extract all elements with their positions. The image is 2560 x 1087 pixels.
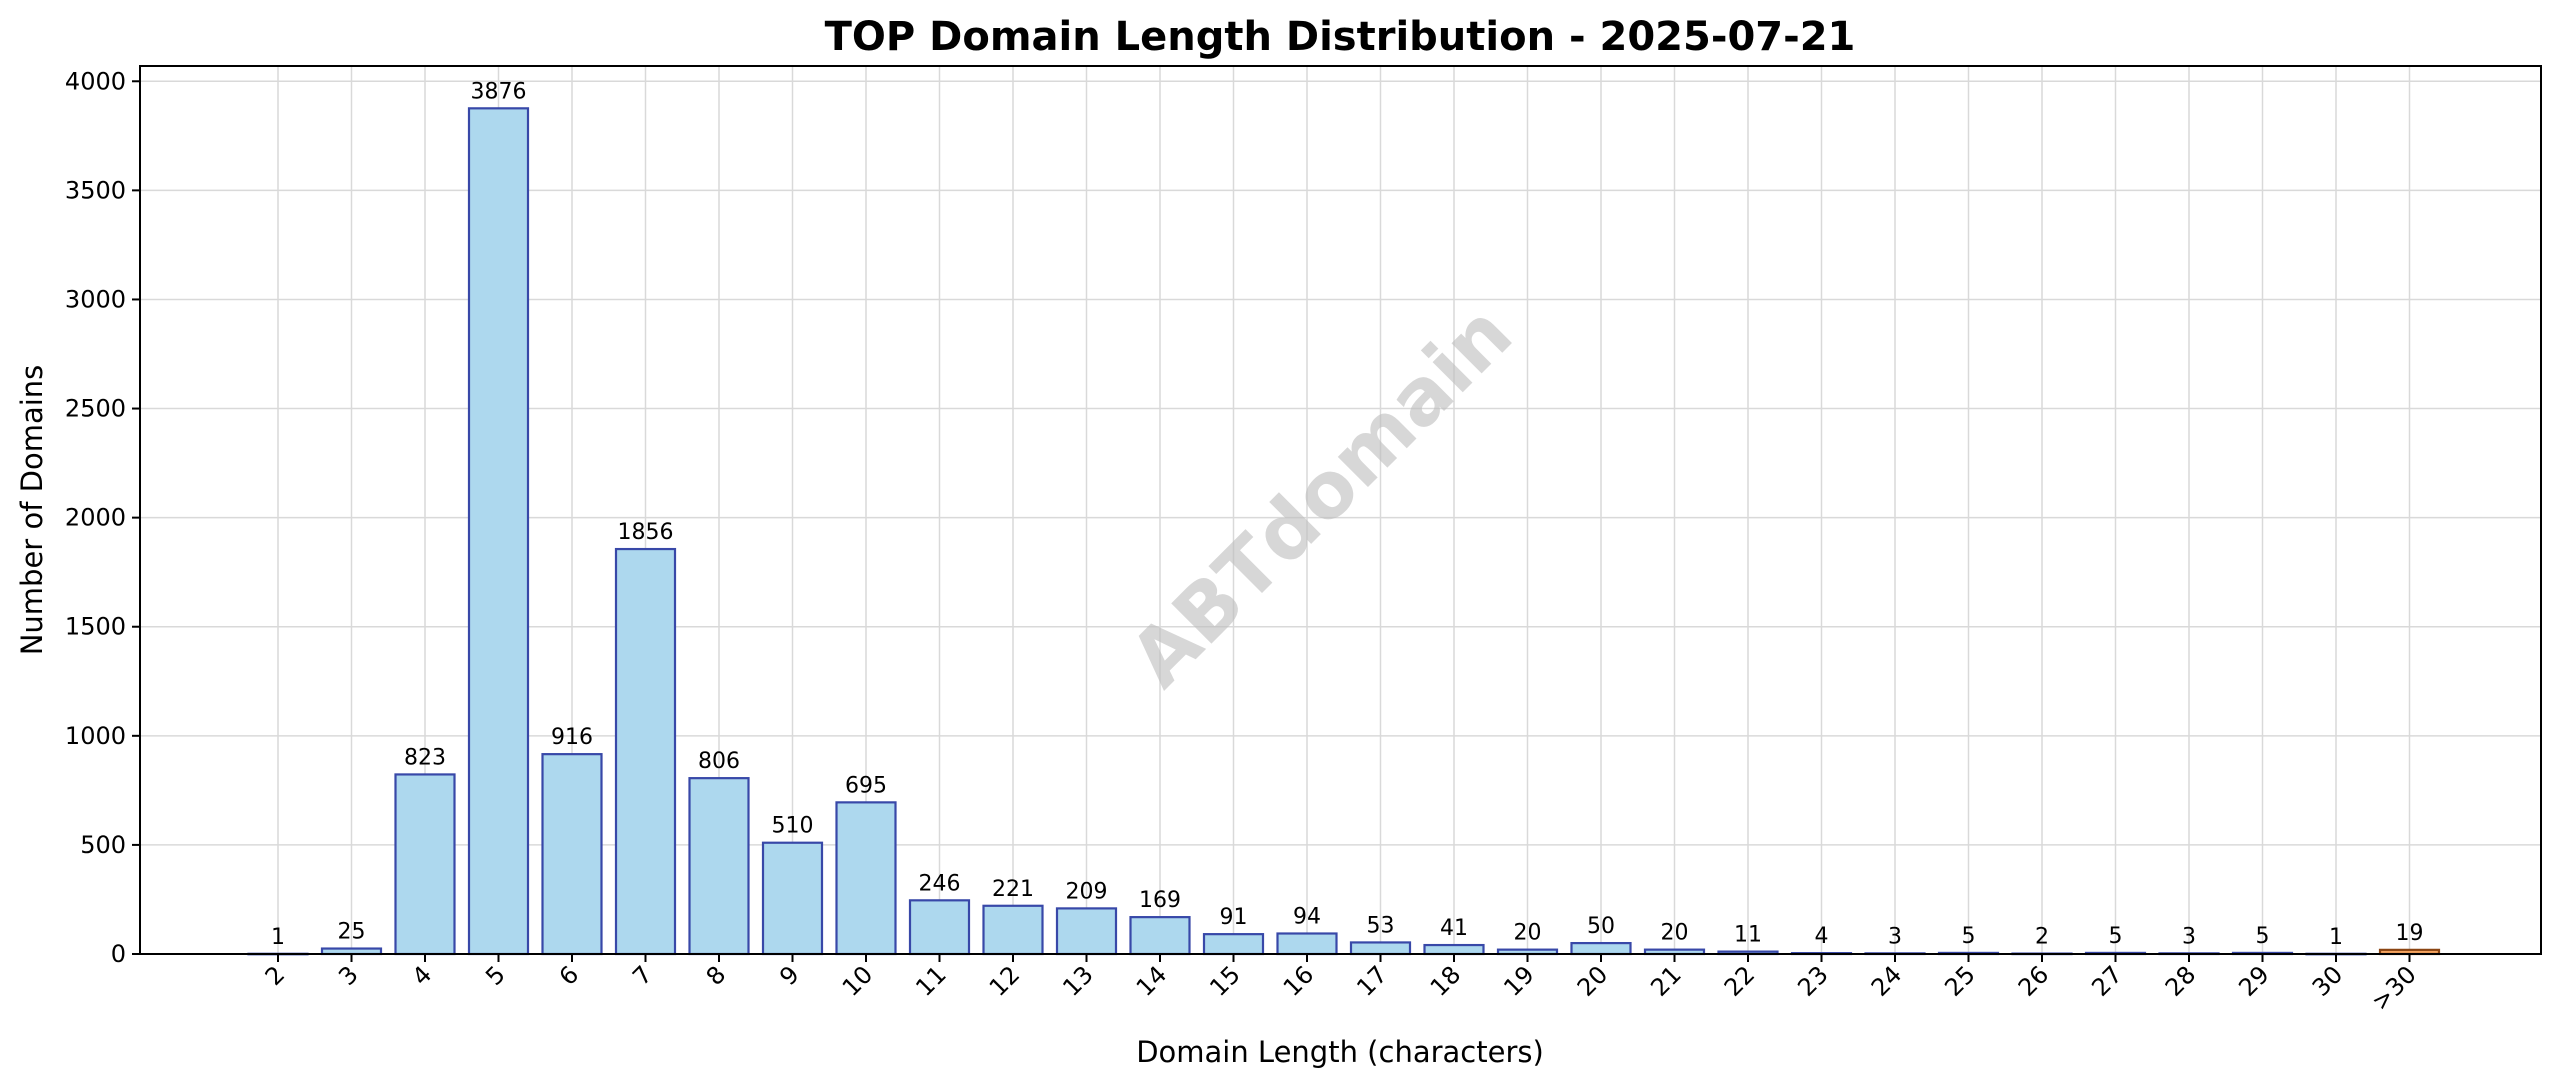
x-tick-label: 13 (1057, 960, 1098, 1001)
bar-value-label: 4 (1815, 924, 1829, 949)
x-tick-label: 9 (774, 960, 805, 991)
bar-value-label: 1 (2329, 925, 2343, 950)
y-tick-label: 0 (111, 940, 126, 968)
bar-value-label: 25 (338, 920, 366, 945)
x-tick-label: 26 (2013, 960, 2054, 1001)
bar-value-label: 5 (2256, 924, 2270, 949)
bar-4 (394, 773, 456, 956)
bar-6 (541, 753, 603, 956)
bar-10 (835, 801, 897, 956)
bar-16 (1276, 932, 1338, 956)
y-tick-label: 2500 (65, 395, 126, 423)
bar-value-label: 50 (1587, 914, 1615, 939)
bar-13 (1055, 907, 1118, 956)
bar-value-label: 169 (1139, 888, 1181, 913)
bar-value-label: 3876 (471, 79, 527, 104)
plot-frame (139, 65, 2542, 955)
x-tick-label: 4 (407, 960, 438, 991)
x-tick-label: 16 (1278, 960, 1319, 1001)
bar-value-label: 11 (1734, 923, 1762, 948)
x-axis-label: Domain Length (characters) (1136, 1035, 1544, 1069)
chart-title: TOP Domain Length Distribution - 2025-07… (825, 14, 1856, 60)
y-tick-label: 500 (80, 831, 126, 859)
bar-5 (467, 107, 530, 956)
watermark-layer: ABTdomain (1114, 289, 1530, 705)
x-tick-label: 30 (2307, 960, 2348, 1001)
bar-value-label: 823 (404, 745, 446, 770)
x-axis-ticks: 2 3 4 5 6 7 8 9 10 11 12 13 14 15 16 17 18 19 20 21 22 23 24 25… (260, 954, 2422, 1016)
bar-value-label: 2 (2035, 925, 2049, 950)
x-tick-label: 21 (1645, 960, 1686, 1001)
bar-11 (908, 899, 971, 956)
x-tick-label: 19 (1498, 960, 1539, 1001)
x-tick-label: 8 (701, 960, 732, 991)
bar-7 (614, 547, 677, 956)
y-tick-label: 3000 (65, 285, 126, 313)
y-tick-label: 1000 (65, 722, 126, 750)
bar-value-label: 5 (1962, 924, 1976, 949)
watermark: ABTdomain (1114, 289, 1530, 705)
bar-value-label: 20 (1514, 921, 1542, 946)
bar-15 (1202, 933, 1265, 956)
bar-value-label: 41 (1440, 916, 1468, 941)
bar-17 (1349, 941, 1412, 956)
y-tick-label: 4000 (65, 67, 126, 95)
x-tick-label: 15 (1204, 960, 1245, 1001)
bar-value-label: 19 (2396, 921, 2424, 946)
bar-value-label: 94 (1293, 904, 1321, 929)
x-tick-label: 6 (554, 960, 585, 991)
y-tick-label: 1500 (65, 613, 126, 641)
x-tick-label: 5 (480, 960, 511, 991)
bar-12 (982, 904, 1044, 956)
x-tick-label: 11 (910, 960, 951, 1001)
x-tick-label: 24 (1866, 960, 1907, 1001)
bar-value-label: 510 (772, 814, 814, 839)
y-axis-ticks: 0 500 1000 1500 2000 2500 3000 3500 4000 (65, 67, 140, 968)
bar-value-label: 3 (1888, 924, 1902, 949)
bar-value-label: 246 (919, 871, 961, 896)
x-tick-label: 12 (984, 960, 1025, 1001)
bar-value-label: 3 (2182, 924, 2196, 949)
x-tick-label: 25 (1939, 960, 1980, 1001)
bar-20 (1570, 941, 1632, 956)
x-tick-label: 28 (2160, 960, 2201, 1001)
bar-value-label: 695 (845, 773, 887, 798)
x-tick-label: 20 (1572, 960, 1613, 1001)
x-tick-label: >30 (2366, 960, 2422, 1016)
bar-9 (761, 841, 824, 956)
x-tick-label: 7 (627, 960, 658, 991)
x-tick-label: 22 (1719, 960, 1760, 1001)
bar-value-label: 53 (1367, 913, 1395, 938)
y-axis-label: Number of Domains (15, 365, 49, 656)
x-tick-label: 29 (2233, 960, 2274, 1001)
x-tick-label: 3 (333, 960, 364, 991)
x-tick-label: 27 (2086, 960, 2127, 1001)
bar-18 (1423, 943, 1485, 956)
bar-value-label: 916 (551, 725, 593, 750)
bar-8 (688, 777, 750, 956)
bar-value-label: 1 (271, 925, 285, 950)
y-tick-label: 3500 (65, 176, 126, 204)
bar-14 (1129, 916, 1191, 956)
bar-value-label: 221 (992, 877, 1034, 902)
x-tick-label: 23 (1792, 960, 1833, 1001)
x-tick-label: 14 (1131, 960, 1172, 1001)
bar-value-label: 5 (2109, 924, 2123, 949)
bars (247, 107, 2441, 956)
x-tick-label: 2 (260, 960, 291, 991)
bar-value-label: 91 (1220, 905, 1248, 930)
x-tick-label: 18 (1425, 960, 1466, 1001)
bar-value-label: 20 (1661, 921, 1689, 946)
y-tick-label: 2000 (65, 504, 126, 532)
bar-value-label: 806 (698, 749, 740, 774)
x-tick-label: 17 (1351, 960, 1392, 1001)
bar-value-label: 209 (1066, 879, 1108, 904)
bar-value-label: 1856 (618, 520, 674, 545)
x-tick-label: 10 (837, 960, 878, 1001)
